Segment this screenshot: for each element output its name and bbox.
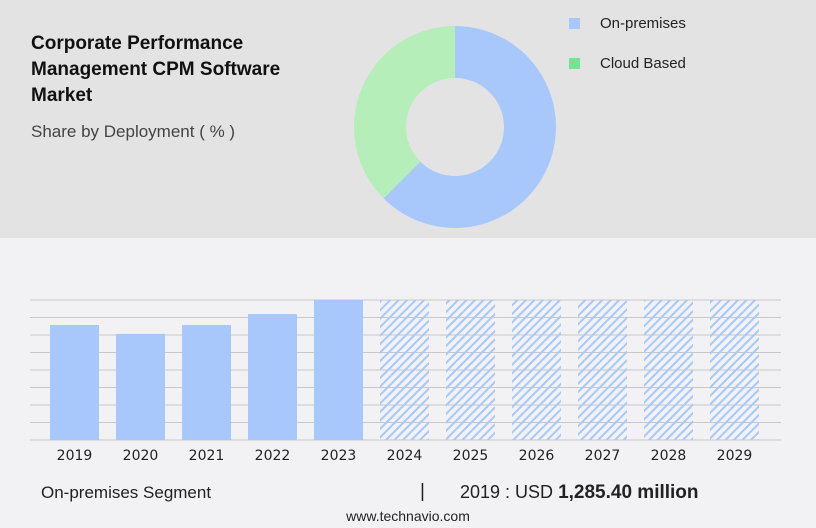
- donut-slice-cloud-based: [354, 25, 455, 199]
- bar-2020: [116, 333, 165, 440]
- segment-label: On-premises Segment: [41, 483, 212, 502]
- legend-item-on-premises: On-premises: [569, 15, 686, 32]
- legend-swatch: [569, 18, 580, 29]
- bar-2029: [710, 300, 759, 440]
- x-tick-label: 2025: [453, 448, 489, 464]
- x-tick-label: 2026: [519, 448, 555, 464]
- value-label: 1,285.40 million: [558, 482, 699, 503]
- page-title: Corporate Performance Management CPM Sof…: [31, 33, 281, 106]
- x-tick-label: 2028: [651, 448, 687, 464]
- bar-2028: [644, 300, 693, 440]
- separator: |: [420, 481, 425, 502]
- site-url: www.technavio.com: [346, 508, 470, 524]
- legend-label: Cloud Based: [600, 55, 686, 72]
- x-tick-label: 2027: [585, 448, 621, 464]
- segment-value: 2019 : USD 1,285.40 million: [460, 482, 699, 504]
- year-label: 2019 : USD: [460, 482, 559, 502]
- x-tick-label: 2019: [57, 448, 93, 464]
- bar-2023: [314, 300, 363, 440]
- bar-2022: [248, 314, 297, 440]
- bar-chart: 2019 2020 2021 2022 2023 2024 2025 2026 2027 2028…: [30, 299, 781, 464]
- legend-swatch: [569, 58, 580, 69]
- x-tick-label: 2024: [387, 448, 423, 464]
- x-tick-label: 2023: [321, 448, 357, 464]
- bar-2024: [380, 300, 429, 440]
- page-subtitle: Share by Deployment ( % ): [31, 122, 236, 141]
- legend-item-cloud: Cloud Based: [569, 55, 686, 72]
- bar-2019: [50, 325, 99, 440]
- x-tick-label: 2020: [123, 448, 159, 464]
- legend-label: On-premises: [600, 15, 686, 32]
- x-tick-label: 2021: [189, 448, 225, 464]
- bar-2027: [578, 300, 627, 440]
- donut-chart: [354, 25, 556, 228]
- bar-2026: [512, 300, 561, 440]
- bar-2021: [182, 325, 231, 440]
- donut-slice-on-premises: [383, 26, 556, 228]
- x-tick-label: 2029: [717, 448, 753, 464]
- x-tick-label: 2022: [255, 448, 291, 464]
- bar-2025: [446, 300, 495, 440]
